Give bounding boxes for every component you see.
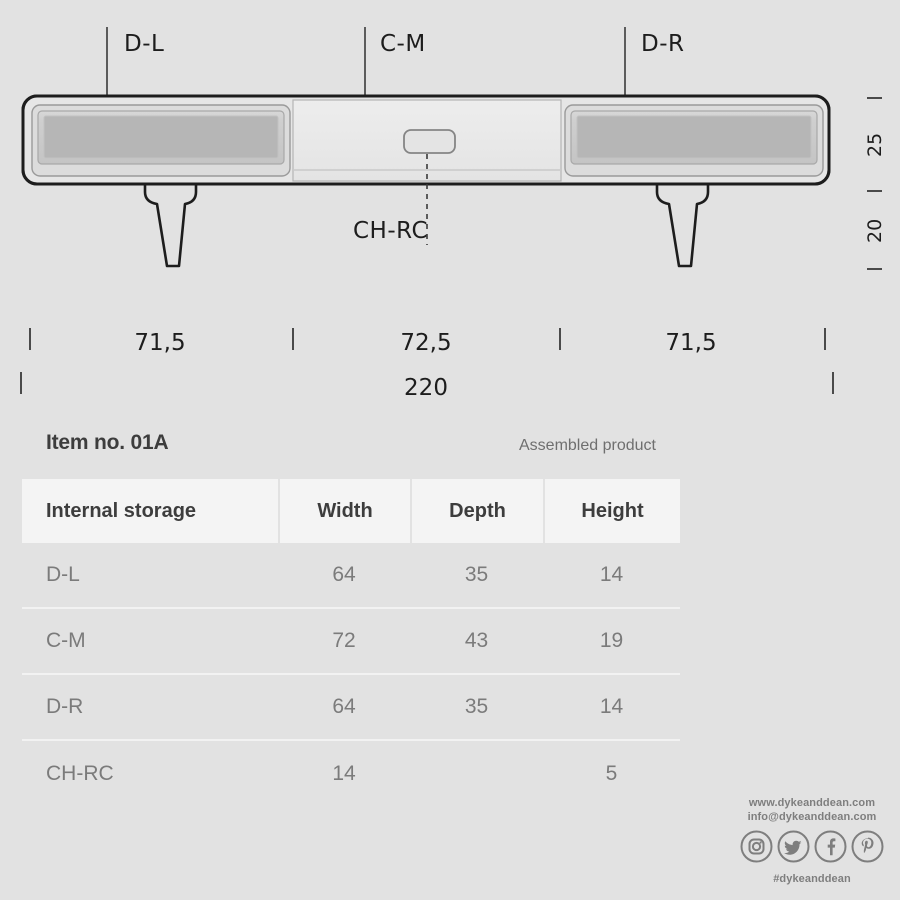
total-tick-left [20, 372, 22, 394]
column-header-internal-storage: Internal storage [22, 479, 278, 543]
brand-footer: www.dykeanddean.com info@dykeanddean.com [736, 796, 888, 885]
row-name: C-M [46, 629, 86, 652]
row-depth: 35 [464, 563, 489, 586]
center-handle [403, 129, 456, 154]
drawer-d-l [31, 104, 291, 177]
row-name: CH-RC [46, 762, 114, 785]
total-tick-right [832, 372, 834, 394]
assembled-product-label: Assembled product [519, 437, 656, 454]
leg-left [143, 182, 198, 268]
row-name: D-L [46, 563, 80, 586]
leader-label-d-l: D-L [124, 31, 165, 57]
vertical-tick-bottom [867, 268, 882, 270]
table-row: D-R 64 35 14 [22, 675, 680, 741]
vertical-tick-middle [867, 190, 882, 192]
table-row: C-M 72 43 19 [22, 609, 680, 675]
vertical-tick-top [867, 97, 882, 99]
column-header-width: Width [280, 479, 410, 543]
row-height: 14 [599, 563, 624, 586]
social-links [736, 830, 888, 868]
row-width: 14 [332, 762, 356, 785]
row-name: D-R [46, 695, 84, 718]
row-height: 5 [605, 762, 618, 785]
row-depth: 35 [464, 695, 489, 718]
drawer-d-r [564, 104, 824, 177]
cabinet-body-outline [21, 94, 831, 186]
email-text: info@dykeanddean.com [747, 811, 877, 823]
leader-label-c-m: C-M [380, 31, 426, 57]
row-height: 14 [599, 695, 624, 718]
row-height: 19 [599, 629, 624, 652]
row-width: 64 [332, 695, 356, 718]
item-number: Item no. 01A [46, 431, 169, 454]
twitter-icon[interactable] [777, 830, 810, 868]
h-tick-1 [29, 328, 31, 350]
dimension-right-span: 71,5 [665, 330, 717, 356]
row-depth: 43 [464, 629, 489, 652]
h-tick-3 [559, 328, 561, 350]
internal-storage-table: Internal storage Width Depth Height D-L … [22, 479, 680, 807]
column-header-depth: Depth [412, 479, 543, 543]
h-tick-4 [824, 328, 826, 350]
row-width: 72 [332, 629, 356, 652]
row-width: 64 [332, 563, 356, 586]
column-header-height: Height [545, 479, 680, 543]
dimension-left-span: 71,5 [134, 330, 186, 356]
table-row: D-L 64 35 14 [22, 543, 680, 609]
table-header-row: Internal storage Width Depth Height [22, 479, 680, 543]
facebook-icon[interactable] [814, 830, 847, 868]
vertical-dimension-25: 25 [864, 132, 886, 157]
leader-label-ch-rc: CH-RC [353, 218, 429, 244]
hashtag-text: #dykeanddean [773, 873, 851, 885]
vertical-dimension-20: 20 [864, 218, 886, 243]
dimension-center-span: 72,5 [400, 330, 452, 356]
website-text: www.dykeanddean.com [748, 797, 876, 809]
product-technical-drawing: D-L C-M D-R CH-RC [0, 0, 900, 300]
instagram-icon[interactable] [740, 830, 773, 868]
dimension-total-width: 220 [404, 375, 448, 401]
leader-label-d-r: D-R [641, 31, 685, 57]
pinterest-icon[interactable] [851, 830, 884, 868]
h-tick-2 [292, 328, 294, 350]
leg-right [655, 182, 710, 268]
table-row: CH-RC 14 5 [22, 741, 680, 807]
